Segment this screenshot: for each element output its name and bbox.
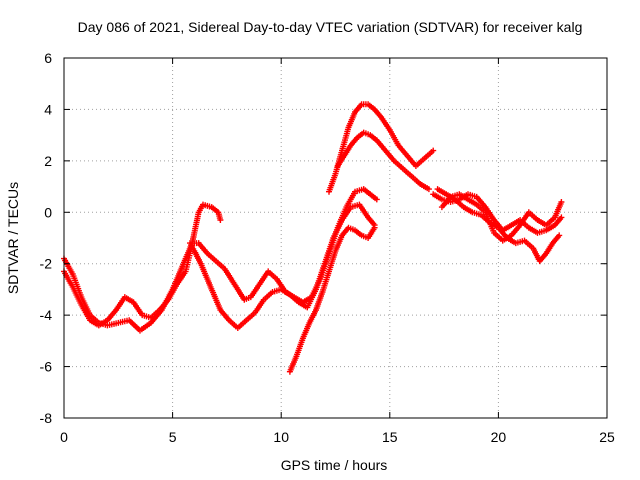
data-point-markers bbox=[187, 201, 378, 331]
data-points bbox=[61, 101, 565, 375]
x-tick-label: 10 bbox=[273, 429, 289, 445]
axis-ticks: 0 5 10 15 20 25 -8 -6 -4 -2 0 2 4 6 bbox=[40, 50, 615, 445]
plot-frame bbox=[63, 57, 608, 419]
y-tick-label: 6 bbox=[44, 50, 52, 66]
x-tick-label: 5 bbox=[169, 429, 177, 445]
grid-lines bbox=[64, 58, 607, 418]
data-point-markers bbox=[326, 101, 437, 195]
y-tick-label: -6 bbox=[40, 359, 53, 375]
series-track-6 bbox=[334, 129, 432, 193]
data-point-markers bbox=[286, 224, 378, 375]
x-tick-label: 25 bbox=[599, 429, 615, 445]
y-tick-label: 0 bbox=[44, 204, 52, 220]
y-tick-label: 2 bbox=[44, 153, 52, 169]
x-tick-label: 0 bbox=[60, 429, 68, 445]
x-axis-label: GPS time / hours bbox=[281, 457, 388, 473]
data-point-markers bbox=[334, 129, 432, 193]
series-track-5 bbox=[326, 101, 437, 195]
y-axis-label: SDTVAR / TECUs bbox=[5, 182, 21, 294]
series-track-3 bbox=[187, 201, 378, 331]
chart-title: Day 086 of 2021, Sidereal Day-to-day VTE… bbox=[78, 19, 583, 35]
series-track-4 bbox=[286, 224, 378, 375]
y-tick-label: -4 bbox=[40, 307, 53, 323]
y-tick-label: -8 bbox=[40, 410, 53, 426]
series-track-9 bbox=[438, 191, 565, 244]
x-tick-label: 20 bbox=[491, 429, 507, 445]
y-tick-label: -2 bbox=[40, 256, 53, 272]
x-tick-label: 15 bbox=[382, 429, 398, 445]
data-point-markers bbox=[438, 191, 565, 244]
y-tick-label: 4 bbox=[44, 101, 52, 117]
